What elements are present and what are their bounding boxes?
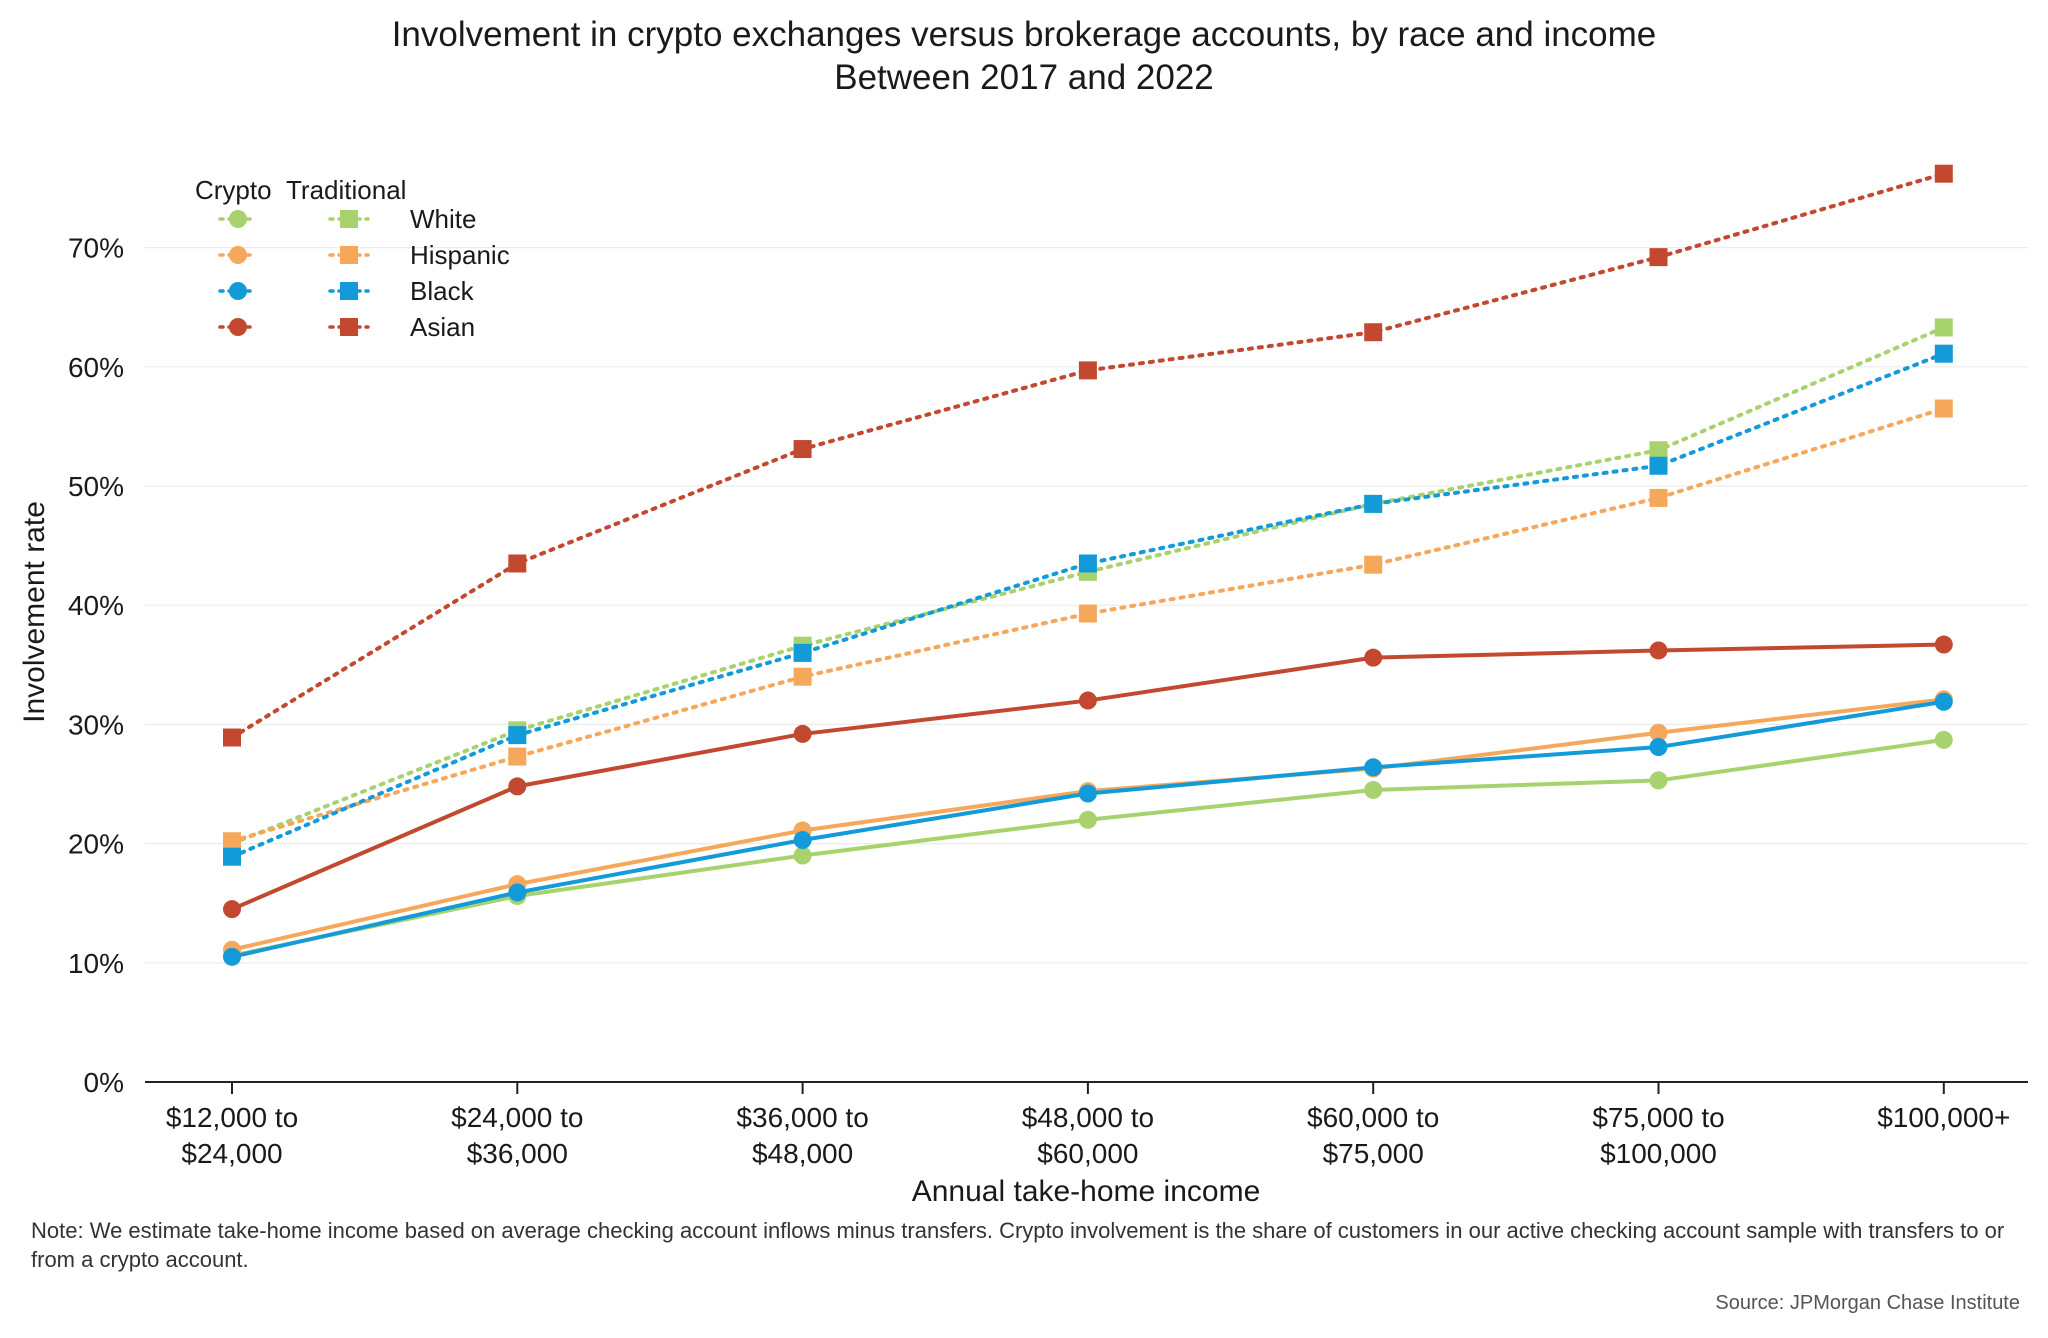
data-point-crypto-asian (223, 900, 241, 919)
source-credit: Source: JPMorgan Chase Institute (1715, 1292, 2020, 1314)
x-tick-label: $48,000 (752, 1138, 853, 1169)
legend-traditional-marker (340, 246, 358, 264)
data-point-traditional-black (508, 726, 527, 745)
data-point-crypto-asian (1649, 641, 1668, 660)
data-point-traditional-black (1649, 456, 1668, 475)
data-point-crypto-black (1078, 784, 1097, 803)
legend-label: Black (410, 276, 475, 306)
series-traditional-asian (223, 164, 1953, 747)
x-tick-label: $60,000 (1037, 1138, 1138, 1169)
legend-crypto-marker (229, 282, 247, 300)
data-point-traditional-hispanic (223, 832, 241, 851)
x-tick-label: $24,000 to (451, 1102, 583, 1133)
legend-crypto-marker (229, 246, 247, 264)
data-point-crypto-white (793, 846, 812, 865)
legend-label: White (410, 204, 476, 234)
series-line-crypto-white (231, 737, 1945, 958)
data-point-crypto-hispanic (1649, 723, 1668, 742)
y-tick-label: 30% (68, 709, 124, 740)
y-tick-label: 60% (68, 352, 124, 383)
x-tick-label: $36,000 to (736, 1102, 868, 1133)
data-point-crypto-white (1364, 780, 1383, 799)
data-point-traditional-asian (793, 440, 812, 459)
axes: 0% 10% 20% 30% 40% 50% 60% 70% $12,000 to $24,000… (18, 233, 2028, 1208)
data-point-traditional-black (223, 847, 241, 866)
data-point-traditional-black (793, 643, 812, 662)
legend-traditional-marker (340, 318, 358, 336)
legend-traditional-marker (340, 210, 358, 228)
data-point-crypto-black (508, 883, 527, 902)
data-point-traditional-hispanic (1934, 399, 1953, 418)
series-line-crypto-black (231, 699, 1945, 959)
legend-traditional-marker (340, 282, 358, 300)
data-point-traditional-asian (1078, 361, 1097, 380)
data-point-traditional-asian (1364, 323, 1383, 342)
data-point-traditional-hispanic (1649, 488, 1668, 507)
data-point-crypto-asian (1078, 691, 1097, 710)
data-point-traditional-white (1649, 441, 1668, 460)
data-point-traditional-hispanic (793, 667, 812, 686)
series-layer (223, 164, 1953, 966)
legend-crypto-marker (229, 318, 247, 336)
x-tick-label: $100,000 (1600, 1138, 1717, 1169)
y-tick-label: 10% (68, 948, 124, 979)
x-tick-label: $75,000 to (1592, 1102, 1724, 1133)
series-traditional-black (223, 344, 1953, 866)
y-tick-label: 40% (68, 590, 124, 621)
x-tick-label: $36,000 (467, 1138, 568, 1169)
series-crypto-black (223, 692, 1953, 966)
y-axis-title: Involvement rate (18, 501, 51, 723)
chart-subtitle: Between 2017 and 2022 (834, 58, 1214, 97)
data-point-crypto-asian (1364, 648, 1383, 667)
data-point-traditional-white (1934, 318, 1953, 337)
data-point-crypto-white (1934, 730, 1953, 749)
x-tick-label: $60,000 to (1307, 1102, 1439, 1133)
data-point-crypto-black (1934, 692, 1953, 711)
data-point-crypto-asian (793, 724, 812, 743)
data-point-crypto-asian (508, 777, 527, 796)
y-tick-label: 50% (68, 471, 124, 502)
data-point-traditional-asian (1934, 164, 1953, 183)
x-tick-label: $12,000 to (166, 1102, 298, 1133)
footnote: Note: We estimate take-home income based… (31, 1218, 2005, 1272)
data-point-crypto-black (793, 831, 812, 850)
data-point-crypto-asian (1934, 635, 1953, 654)
series-traditional-hispanic (223, 399, 1953, 851)
data-point-crypto-black (223, 947, 241, 966)
x-tick-label: $100,000+ (1877, 1102, 2010, 1133)
data-point-traditional-hispanic (508, 747, 527, 766)
y-tick-label: 0% (84, 1067, 124, 1098)
data-point-crypto-white (1078, 810, 1097, 829)
data-point-traditional-asian (1649, 248, 1668, 267)
series-crypto-asian (223, 635, 1953, 919)
x-axis-title: Annual take-home income (912, 1175, 1261, 1208)
data-point-crypto-white (1649, 771, 1668, 790)
data-point-traditional-asian (508, 554, 527, 573)
data-point-traditional-black (1364, 494, 1383, 513)
x-tick-label: $24,000 (181, 1138, 282, 1169)
legend-label: Hispanic (410, 240, 510, 270)
data-point-crypto-black (1364, 758, 1383, 777)
legend-header-crypto: Crypto (195, 175, 272, 205)
legend-crypto-marker (229, 210, 247, 228)
y-tick-label: 20% (68, 829, 124, 860)
data-point-traditional-hispanic (1078, 604, 1097, 623)
data-point-traditional-black (1934, 344, 1953, 363)
y-tick-label: 70% (68, 233, 124, 264)
series-line-traditional-white (230, 325, 1946, 846)
data-point-traditional-black (1078, 554, 1097, 573)
data-point-traditional-asian (223, 728, 241, 747)
legend-label: Asian (410, 312, 475, 342)
chart-title: Involvement in crypto exchanges versus b… (391, 15, 1657, 54)
legend-header-traditional: Traditional (286, 175, 406, 205)
x-tick-label: $48,000 to (1022, 1102, 1154, 1133)
data-point-crypto-black (1649, 738, 1668, 757)
data-point-traditional-hispanic (1364, 555, 1383, 574)
x-tick-label: $75,000 (1323, 1138, 1424, 1169)
